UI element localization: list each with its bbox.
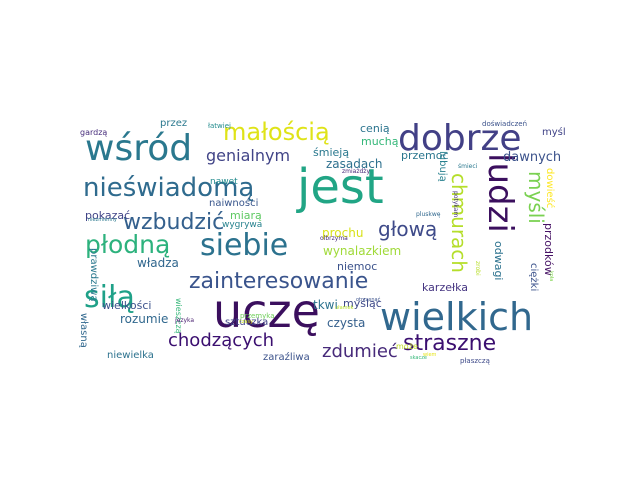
word: własną bbox=[78, 313, 89, 348]
word: muchą bbox=[361, 135, 399, 148]
word: ułamek bbox=[335, 305, 354, 311]
word: pokazać bbox=[85, 209, 131, 222]
word: łatwiej bbox=[208, 122, 231, 130]
word: niewielka bbox=[107, 350, 154, 361]
word: zdumieć bbox=[322, 341, 398, 362]
word: małością bbox=[223, 118, 330, 146]
word: pluskwę bbox=[416, 211, 441, 218]
word: zainteresowanie bbox=[189, 269, 369, 294]
word: wzbudzić bbox=[123, 210, 225, 235]
word: wśród bbox=[85, 128, 193, 169]
word: dowieść bbox=[544, 168, 555, 209]
word: może bbox=[396, 342, 418, 351]
word: uczę bbox=[213, 284, 320, 338]
word: wielkości bbox=[102, 299, 152, 312]
word: siłą bbox=[84, 280, 135, 315]
word: dobrze bbox=[398, 118, 522, 159]
word: ludzi bbox=[480, 153, 520, 233]
word: niezmienny bbox=[88, 217, 117, 223]
word: doświadczeń bbox=[482, 120, 528, 128]
word: wieszczą bbox=[174, 298, 183, 334]
word: straszne bbox=[403, 331, 497, 356]
word: odwagi bbox=[492, 241, 505, 281]
word: wiem bbox=[423, 352, 437, 358]
word: niemoc bbox=[337, 260, 378, 273]
word: przodków bbox=[542, 223, 555, 276]
word: prawdziwą bbox=[88, 248, 99, 302]
word: czysta bbox=[327, 316, 366, 330]
word: śmieją bbox=[313, 146, 350, 159]
word: przemyka bbox=[240, 312, 275, 320]
word: tkwi bbox=[313, 298, 338, 312]
word: myśląc bbox=[343, 297, 382, 310]
word: karzełka bbox=[422, 281, 469, 294]
word: gardzą bbox=[80, 128, 108, 137]
word: wielkich bbox=[380, 295, 534, 339]
word: lubują bbox=[437, 151, 448, 182]
word: dawnych bbox=[503, 150, 562, 165]
word: rozumie bbox=[120, 312, 169, 326]
word: otrząsnąć bbox=[356, 297, 381, 303]
word: naiwności bbox=[209, 198, 259, 209]
word: wynalazkiem bbox=[323, 244, 402, 258]
word: myśl bbox=[542, 127, 566, 138]
word: zasadach bbox=[326, 157, 383, 171]
word: myśli bbox=[524, 171, 548, 224]
word: chmurach bbox=[447, 173, 471, 273]
word: jest bbox=[297, 159, 384, 215]
word: przez bbox=[160, 118, 188, 129]
word: skacze bbox=[410, 355, 427, 361]
word: miarą bbox=[230, 209, 262, 222]
word: płaszczą bbox=[460, 357, 490, 365]
word: nawet bbox=[210, 177, 238, 187]
word: śmieci bbox=[458, 163, 478, 170]
word: ciężki bbox=[528, 263, 539, 292]
word-cloud: jest uczę wielkich dobrze wśród ludzi si… bbox=[78, 113, 566, 367]
word: zrobi bbox=[474, 261, 481, 276]
word: czasy bbox=[239, 319, 254, 325]
word: zaraźliwa bbox=[263, 352, 310, 363]
word: olbrzyma bbox=[320, 235, 348, 242]
word: przemoc bbox=[401, 149, 449, 162]
word: siebie bbox=[200, 228, 289, 263]
word: prochu bbox=[322, 226, 364, 240]
word: głową bbox=[378, 217, 438, 241]
word: chodzących bbox=[168, 330, 275, 351]
word: nieświadomą bbox=[83, 173, 255, 203]
word: władza bbox=[137, 256, 179, 270]
word: genialnym bbox=[206, 146, 291, 165]
word: zmiażdży bbox=[342, 168, 370, 175]
word: sztuczka bbox=[225, 317, 269, 328]
word: płodną bbox=[85, 230, 171, 259]
word: cenią bbox=[360, 122, 390, 135]
word: języka bbox=[175, 317, 195, 324]
word: wygrywa bbox=[222, 220, 263, 230]
word: potykam bbox=[452, 191, 459, 218]
word: koła bbox=[548, 271, 554, 282]
